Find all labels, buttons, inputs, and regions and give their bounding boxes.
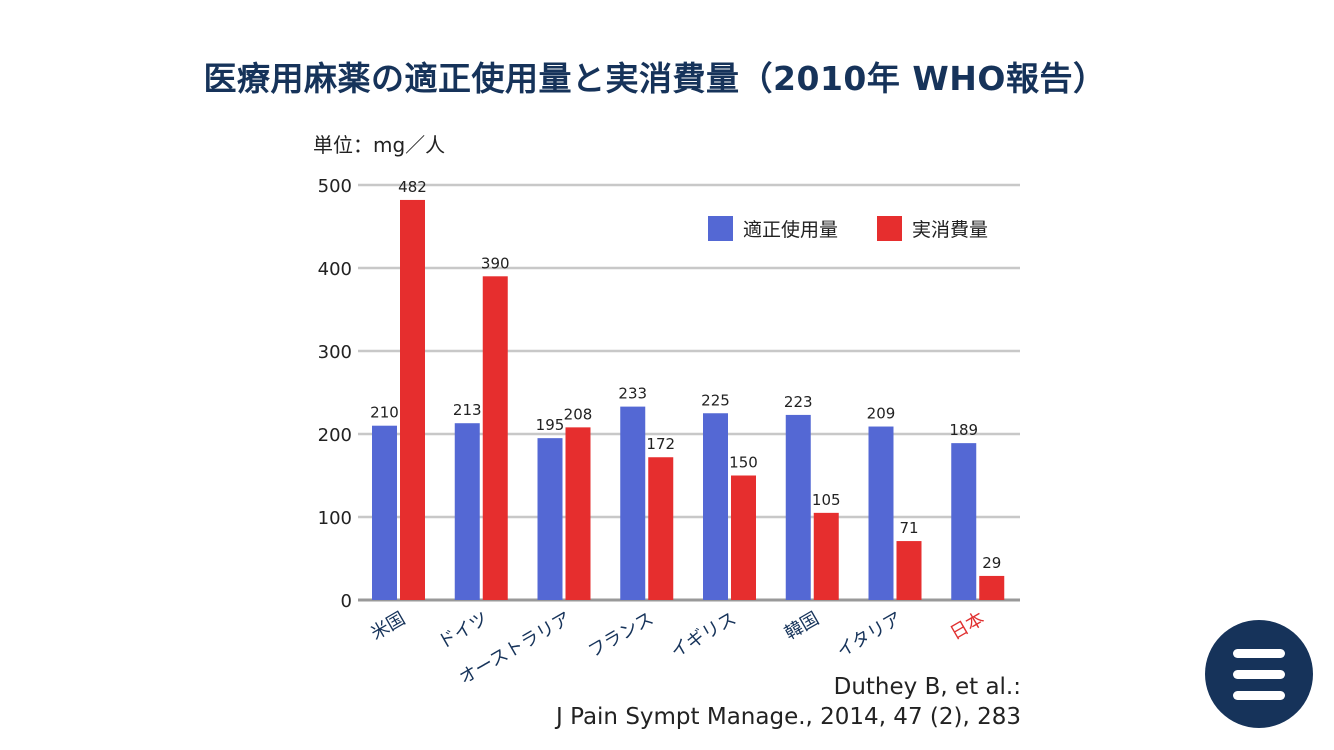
x-tick-label: 韓国 xyxy=(781,608,823,644)
bar-appropriate xyxy=(785,414,811,600)
bar-actual xyxy=(565,427,591,600)
data-label: 71 xyxy=(899,519,918,537)
y-tick-label: 100 xyxy=(318,508,352,529)
data-label: 29 xyxy=(982,554,1001,572)
hamburger-menu-icon-bar xyxy=(1233,649,1285,658)
data-label: 390 xyxy=(481,254,510,272)
legend-label: 適正使用量 xyxy=(743,219,838,241)
bar-appropriate xyxy=(868,426,894,600)
data-label: 210 xyxy=(370,404,399,422)
bar-appropriate xyxy=(620,406,646,600)
legend-swatch xyxy=(708,216,733,241)
x-tick-label: イタリア xyxy=(833,608,905,662)
data-label: 105 xyxy=(812,491,841,509)
data-label: 213 xyxy=(453,401,482,419)
bar-appropriate xyxy=(703,413,728,600)
bar-actual xyxy=(813,512,839,600)
data-label: 225 xyxy=(701,391,730,409)
citation: Duthey B, et al.: J Pain Sympt Manage., … xyxy=(556,672,1021,732)
page-title: 医療用麻薬の適正使用量と実消費量（2010年 WHO報告） xyxy=(203,59,1107,98)
menu-button[interactable] xyxy=(1205,620,1313,728)
bar-appropriate xyxy=(454,423,480,600)
y-unit-label: 単位：mg／人 xyxy=(313,133,445,157)
y-tick-label: 300 xyxy=(318,342,352,363)
bar-actual xyxy=(979,575,1005,600)
x-tick-label: 日本 xyxy=(947,608,989,644)
bar-appropriate xyxy=(372,425,397,600)
bar-appropriate xyxy=(951,443,977,600)
hamburger-menu-icon-bar xyxy=(1233,670,1285,679)
x-tick-label: イギリス xyxy=(667,608,740,662)
bar-appropriate xyxy=(537,438,563,600)
data-label: 150 xyxy=(729,454,758,472)
legend-label: 実消費量 xyxy=(912,219,988,241)
bar-actual xyxy=(731,475,756,600)
data-label: 189 xyxy=(949,421,978,439)
data-label: 172 xyxy=(646,435,675,453)
y-tick-label: 500 xyxy=(318,176,352,197)
citation-line-2: J Pain Sympt Manage., 2014, 47 (2), 283 xyxy=(556,704,1021,730)
y-tick-label: 200 xyxy=(318,425,352,446)
bar-actual xyxy=(648,457,674,600)
x-tick-label: ドイツ xyxy=(434,608,491,653)
data-label: 223 xyxy=(784,393,813,411)
x-tick-label: フランス xyxy=(585,608,658,662)
bar-actual xyxy=(482,276,508,600)
data-label: 209 xyxy=(867,405,896,423)
data-label: 482 xyxy=(398,178,427,196)
citation-line-1: Duthey B, et al.: xyxy=(833,674,1021,700)
data-label: 195 xyxy=(536,416,565,434)
data-label: 233 xyxy=(618,385,647,403)
bar-actual xyxy=(896,541,922,600)
y-tick-label: 0 xyxy=(341,591,352,612)
x-tick-label: 米国 xyxy=(367,608,409,644)
bar-actual xyxy=(400,199,425,600)
hamburger-menu-icon-bar xyxy=(1233,691,1285,700)
legend-swatch xyxy=(877,216,902,241)
y-tick-label: 400 xyxy=(318,259,352,280)
data-label: 208 xyxy=(564,405,593,423)
